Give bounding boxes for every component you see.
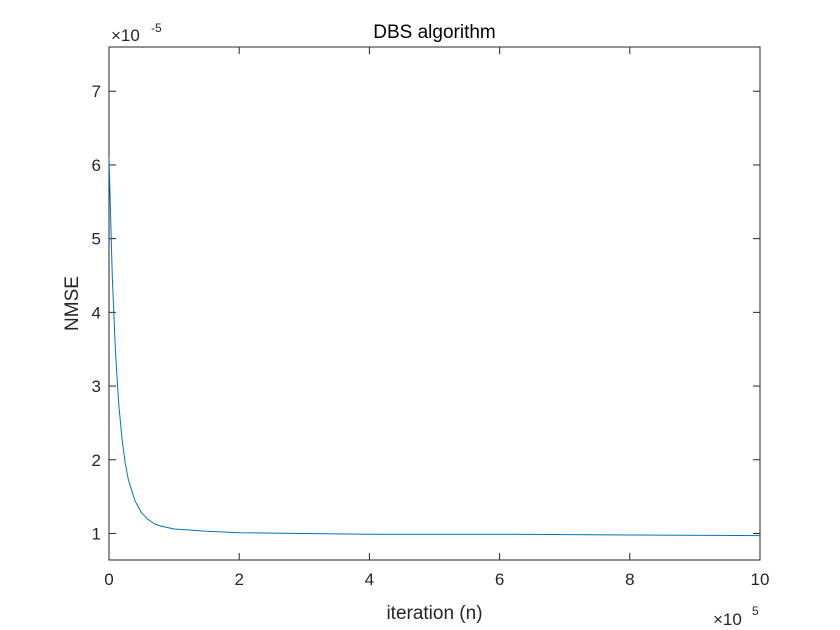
y-tick-label: 7 [92, 82, 101, 101]
x-tick-label: 4 [365, 570, 374, 589]
x-tick-label: 10 [751, 570, 770, 589]
y-axis-multiplier: ×10 -5 [111, 21, 162, 45]
series-layer [108, 157, 761, 537]
y-axis-ticks: 1 2 3 4 5 6 7 [92, 82, 760, 543]
x-tick-label: 6 [495, 570, 504, 589]
x-axis-multiplier: ×10 5 [713, 604, 759, 629]
x-tick-label: 8 [625, 570, 634, 589]
plot-area [108, 46, 761, 561]
series-line [108, 157, 761, 537]
y-tick-label: 2 [92, 451, 101, 470]
x-multiplier-exponent: 5 [752, 604, 759, 618]
x-axis-ticks: 0 2 4 6 8 10 [104, 47, 769, 589]
x-tick-label: 2 [234, 570, 243, 589]
y-tick-label: 6 [92, 156, 101, 175]
x-tick-label: 0 [104, 570, 113, 589]
y-tick-label: 1 [92, 524, 101, 543]
y-tick-label: 4 [92, 303, 101, 322]
y-tick-label: 3 [92, 377, 101, 396]
y-multiplier-exponent: -5 [151, 21, 162, 35]
x-multiplier-base: ×10 [713, 610, 742, 629]
chart-title: DBS algorithm [373, 22, 496, 43]
y-axis-label: NMSE [62, 276, 83, 331]
y-multiplier-base: ×10 [111, 26, 140, 45]
y-tick-label: 5 [92, 230, 101, 249]
x-axis-label: iteration (n) [386, 603, 482, 624]
